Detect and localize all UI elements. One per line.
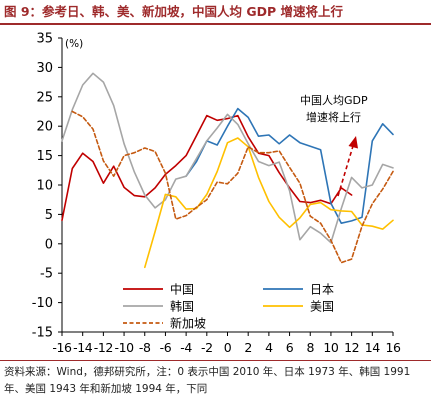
- y-tick-label: -15: [32, 326, 53, 341]
- y-tick-label: 10: [36, 179, 53, 194]
- x-tick-label: -6: [160, 340, 172, 355]
- series-line-1: [185, 107, 394, 224]
- source-rule: [0, 360, 431, 361]
- y-tick-label: 15: [36, 149, 53, 164]
- y-axis-unit: (%): [65, 38, 83, 50]
- x-tick-label: -16: [52, 340, 72, 355]
- x-tick-label: 14: [365, 340, 381, 355]
- y-tick-label: -10: [32, 296, 53, 311]
- y-tick-label: 30: [36, 61, 53, 76]
- legend-label-4: 新加坡: [170, 316, 206, 331]
- series-line-3: [144, 137, 394, 269]
- series-line-4: [71, 110, 394, 264]
- trend-arrow: [337, 145, 354, 197]
- x-tick-label: -2: [201, 340, 213, 355]
- x-tick-label: 2: [244, 340, 252, 355]
- x-tick-label: -14: [73, 340, 93, 355]
- title-rule: [0, 23, 431, 25]
- trend-arrow-head: [348, 136, 358, 149]
- x-tick-label: 6: [286, 340, 294, 355]
- series-layer: [61, 72, 394, 269]
- y-tick-label: 35: [36, 32, 53, 47]
- x-tick-label: 10: [323, 340, 339, 355]
- x-tick-label: 12: [344, 340, 359, 355]
- legend-label-0: 中国: [170, 282, 194, 297]
- x-tick-label: -4: [180, 340, 192, 355]
- y-tick-label: -5: [40, 267, 53, 282]
- x-tick-label: -10: [114, 340, 134, 355]
- y-tick-label: 25: [36, 90, 53, 105]
- annotation-layer: 中国人均GDP 增速将上行: [300, 94, 368, 197]
- series-line-2: [61, 72, 394, 244]
- y-tick-label: 20: [36, 120, 53, 135]
- y-tick-label: 5: [45, 208, 53, 223]
- x-tick-label: -8: [139, 340, 151, 355]
- annotation-text: 中国人均GDP 增速将上行: [300, 94, 368, 124]
- legend-label-2: 韩国: [170, 299, 194, 314]
- x-tick-label: 4: [265, 340, 273, 355]
- y-tick-label: 0: [45, 237, 53, 252]
- x-tick-label: 16: [385, 340, 401, 355]
- x-tick-label: 8: [306, 340, 314, 355]
- legend-label-3: 美国: [310, 300, 334, 314]
- x-tick-label: -12: [94, 340, 113, 355]
- x-tick-label: 0: [224, 340, 232, 355]
- legend-label-1: 日本: [310, 283, 334, 297]
- series-line-0: [61, 114, 353, 222]
- source-note: 资料来源：Wind，德邦研究所，注：0 表示中国 2010 年、日本 1973 …: [4, 366, 411, 395]
- figure-title: 图 9：参考日、韩、美、新加坡，中国人均 GDP 增速将上行: [4, 4, 344, 19]
